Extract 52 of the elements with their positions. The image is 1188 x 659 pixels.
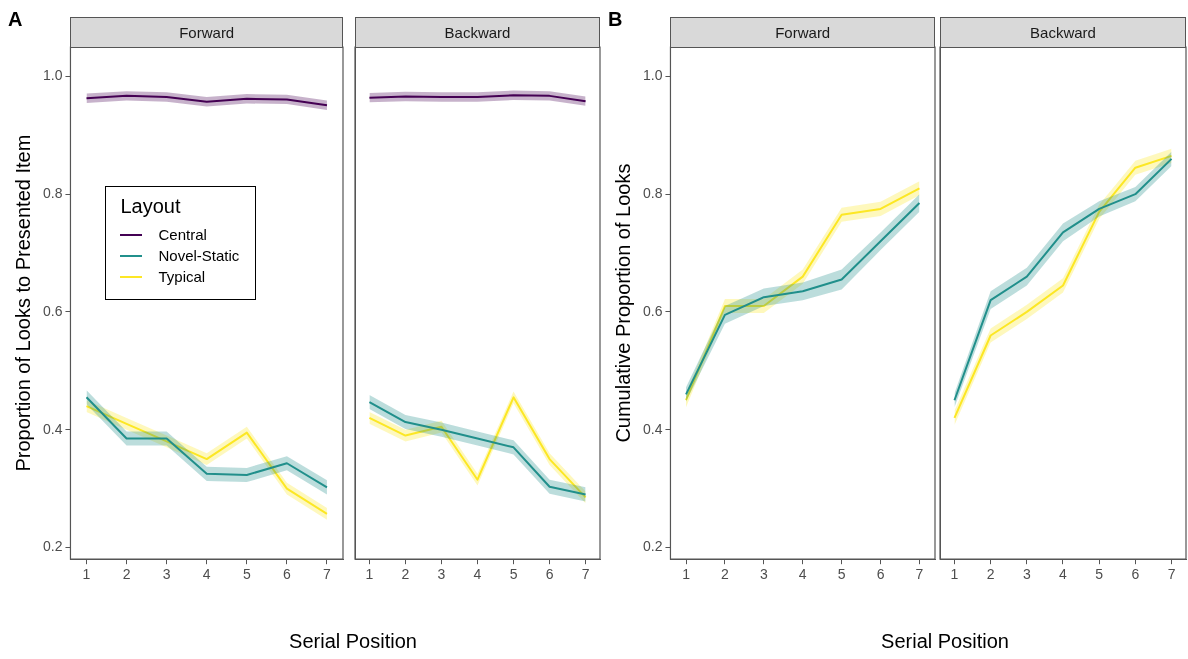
y-tick-label: 0.6	[42, 302, 63, 319]
y-axis-title: Proportion of Looks to Presented Item	[11, 134, 34, 472]
y-tick-label: 0.4	[42, 420, 63, 437]
y-tick-label: 0.8	[42, 185, 63, 202]
x-tick-label: 5	[837, 566, 846, 583]
x-tick-label: 1	[950, 566, 959, 583]
x-tick-label: 2	[721, 566, 730, 583]
y-tick-label: 0.2	[42, 538, 63, 555]
x-tick-label: 3	[1022, 566, 1031, 583]
x-tick-label: 5	[242, 566, 251, 583]
legend-label: Typical	[158, 268, 206, 286]
y-tick-label: 0.4	[642, 420, 663, 437]
y-axis-title: Cumulative Proportion of Looks	[611, 163, 634, 443]
x-tick-label: 2	[122, 566, 131, 583]
x-tick-label: 7	[323, 566, 332, 583]
x-axis-title: Serial Position	[289, 630, 417, 653]
x-axis-title: Serial Position	[881, 630, 1009, 653]
chart-title: Forward	[70, 17, 343, 48]
text: B	[608, 8, 623, 31]
legend-label: Novel-Static	[158, 247, 240, 265]
x-tick-label: 4	[1059, 566, 1068, 583]
y-tick-label: 0.8	[642, 185, 663, 202]
text: A	[8, 8, 23, 31]
x-tick-label: 1	[365, 566, 374, 583]
legend-title: Layout	[120, 195, 182, 219]
x-tick-label: 6	[876, 566, 885, 583]
x-tick-label: 2	[986, 566, 995, 583]
x-tick-label: 3	[162, 566, 171, 583]
x-tick-label: 4	[798, 566, 807, 583]
x-tick-label: 6	[1131, 566, 1140, 583]
x-tick-label: 3	[437, 566, 446, 583]
y-tick-label: 1.0	[42, 67, 63, 84]
x-tick-label: 4	[202, 566, 211, 583]
x-tick-label: 7	[581, 566, 590, 583]
x-tick-label: 1	[682, 566, 691, 583]
chart-title: Backward	[355, 17, 600, 48]
x-tick-label: 5	[1095, 566, 1104, 583]
x-tick-label: 6	[545, 566, 554, 583]
chart-title: Forward	[670, 17, 935, 48]
x-tick-label: 5	[509, 566, 518, 583]
y-tick-label: 0.2	[642, 538, 663, 555]
y-tick-label: 0.6	[642, 302, 663, 319]
x-tick-label: 7	[1167, 566, 1176, 583]
x-tick-label: 6	[282, 566, 291, 583]
x-tick-label: 7	[915, 566, 924, 583]
chart-title: Backward	[940, 17, 1186, 48]
x-tick-label: 2	[401, 566, 410, 583]
y-tick-label: 1.0	[642, 67, 663, 84]
x-tick-label: 4	[473, 566, 482, 583]
x-tick-label: 3	[759, 566, 768, 583]
x-tick-label: 1	[82, 566, 91, 583]
legend-label: Central	[158, 226, 207, 244]
